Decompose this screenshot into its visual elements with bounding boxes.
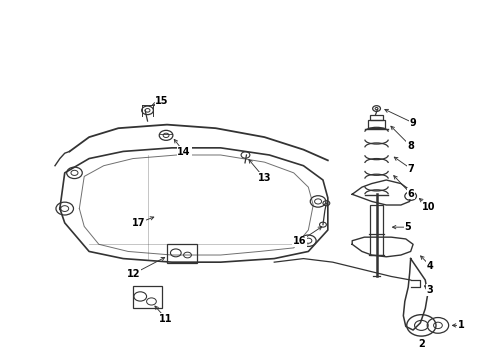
- Bar: [370, 205, 383, 255]
- Text: 3: 3: [427, 285, 434, 295]
- Text: 14: 14: [177, 147, 191, 157]
- Text: 11: 11: [159, 314, 173, 324]
- Text: 10: 10: [422, 202, 436, 212]
- Text: 8: 8: [407, 141, 414, 151]
- Text: 12: 12: [127, 269, 141, 279]
- Text: 7: 7: [407, 163, 414, 174]
- Text: 1: 1: [458, 320, 464, 330]
- Text: 6: 6: [407, 189, 414, 199]
- Bar: [370, 114, 383, 120]
- Bar: [368, 120, 385, 128]
- Bar: [133, 287, 162, 308]
- Text: 2: 2: [418, 339, 425, 348]
- Text: 4: 4: [427, 261, 434, 271]
- Text: 13: 13: [258, 173, 271, 183]
- Text: 5: 5: [404, 222, 411, 232]
- Text: 16: 16: [293, 237, 306, 247]
- Bar: [167, 244, 197, 263]
- Text: 15: 15: [155, 96, 169, 107]
- Text: 9: 9: [410, 118, 416, 128]
- Text: 17: 17: [132, 218, 146, 228]
